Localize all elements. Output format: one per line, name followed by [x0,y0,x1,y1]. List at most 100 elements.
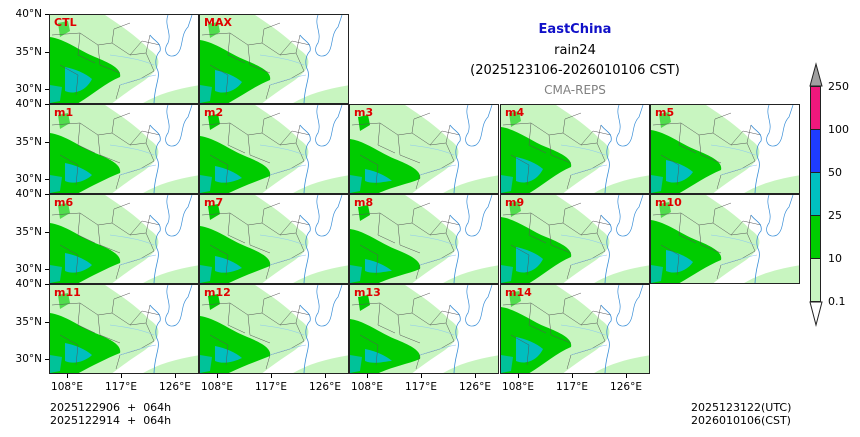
x-tick-mark [421,374,422,378]
x-tick-label: 117°E [105,381,137,393]
panel-label: m4 [505,106,525,119]
panel-label: m9 [505,196,525,209]
panel-label: m14 [505,286,532,299]
map-panel-m5: m5 [650,104,800,194]
panel-label: m2 [204,106,224,119]
x-tick-label: 126°E [159,381,191,393]
y-tick-label: 35°N [15,136,42,148]
map-panel-m8: m8 [349,194,499,284]
x-tick-mark [67,374,68,378]
init-time-line-2: 2025122914 + 064h [50,414,172,427]
map-panel-m2: m2 [199,104,349,194]
panel-label: m10 [655,196,682,209]
y-tick-mark [45,284,49,285]
y-tick-label: 30°N [15,83,42,95]
y-tick-mark [45,142,49,143]
map-panel-m7: m7 [199,194,349,284]
colorbar-under-triangle [809,301,823,327]
y-tick-mark [45,89,49,90]
y-tick-label: 40°N [15,8,42,20]
panel-label: m5 [655,106,675,119]
x-tick-mark [217,374,218,378]
x-tick-label: 126°E [610,381,642,393]
y-tick-mark [45,14,49,15]
y-tick-label: 30°N [15,173,42,185]
x-tick-label: 117°E [255,381,287,393]
y-tick-mark [45,179,49,180]
y-tick-label: 40°N [15,278,42,290]
colorbar-label-50: 50 [828,166,842,179]
x-tick-mark [175,374,176,378]
valid-time-utc: 2025123122(UTC) [691,401,792,414]
panel-label: m13 [354,286,381,299]
y-tick-label: 40°N [15,188,42,200]
chart-title-period: (2025123106-2026010106 CST) [470,63,680,78]
y-tick-mark [45,269,49,270]
y-tick-mark [45,359,49,360]
y-tick-mark [45,322,49,323]
colorbar-label-250: 250 [828,80,849,93]
valid-time-cst: 2026010106(CST) [691,414,791,427]
x-tick-mark [518,374,519,378]
panel-label: MAX [204,16,232,29]
y-tick-label: 30°N [15,263,42,275]
panel-label: m1 [54,106,74,119]
colorbar-label-0.1: 0.1 [828,295,846,308]
x-tick-label: 108°E [201,381,233,393]
y-tick-mark [45,104,49,105]
x-tick-mark [325,374,326,378]
x-tick-label: 108°E [351,381,383,393]
panel-label: m6 [54,196,74,209]
x-tick-label: 108°E [51,381,83,393]
x-tick-mark [271,374,272,378]
colorbar-label-10: 10 [828,252,842,265]
x-tick-label: 126°E [309,381,341,393]
colorbar-over-triangle [809,62,823,87]
x-tick-label: 117°E [405,381,437,393]
chart-title-region: EastChina [538,22,612,37]
map-panel-m6: m6 [49,194,199,284]
x-tick-label: 117°E [556,381,588,393]
y-tick-label: 35°N [15,46,42,58]
y-tick-mark [45,52,49,53]
y-tick-label: 35°N [15,316,42,328]
map-panel-m9: m9 [500,194,650,284]
y-tick-label: 30°N [15,353,42,365]
x-tick-mark [572,374,573,378]
x-tick-mark [121,374,122,378]
y-tick-mark [45,194,49,195]
chart-title-model: CMA-REPS [544,83,606,97]
x-tick-mark [475,374,476,378]
colorbar-segment-0.1-10 [810,258,821,302]
x-tick-mark [626,374,627,378]
init-time-line-1: 2025122906 + 064h [50,401,172,414]
x-tick-mark [367,374,368,378]
colorbar-segment-50-100 [810,129,821,173]
panel-label: m8 [354,196,374,209]
map-panel-m11: m11 [49,284,199,374]
colorbar-label-100: 100 [828,123,849,136]
map-panel-m12: m12 [199,284,349,374]
colorbar-label-25: 25 [828,209,842,222]
y-tick-mark [45,232,49,233]
map-panel-m10: m10 [650,194,800,284]
panel-label: m12 [204,286,231,299]
colorbar-segment-25-50 [810,172,821,216]
map-panel-ctl: CTL [49,14,199,104]
panel-label: m11 [54,286,81,299]
panel-label: CTL [54,16,77,29]
colorbar-segment-100-250 [810,86,821,130]
panel-label: m7 [204,196,224,209]
y-tick-label: 35°N [15,226,42,238]
map-panel-m13: m13 [349,284,499,374]
y-tick-label: 40°N [15,98,42,110]
map-panel-m14: m14 [500,284,650,374]
map-panel-m1: m1 [49,104,199,194]
x-tick-label: 126°E [459,381,491,393]
x-tick-label: 108°E [502,381,534,393]
panel-label: m3 [354,106,374,119]
map-panel-max: MAX [199,14,349,104]
chart-title-variable: rain24 [554,43,596,58]
map-panel-m3: m3 [349,104,499,194]
colorbar-segment-10-25 [810,215,821,259]
